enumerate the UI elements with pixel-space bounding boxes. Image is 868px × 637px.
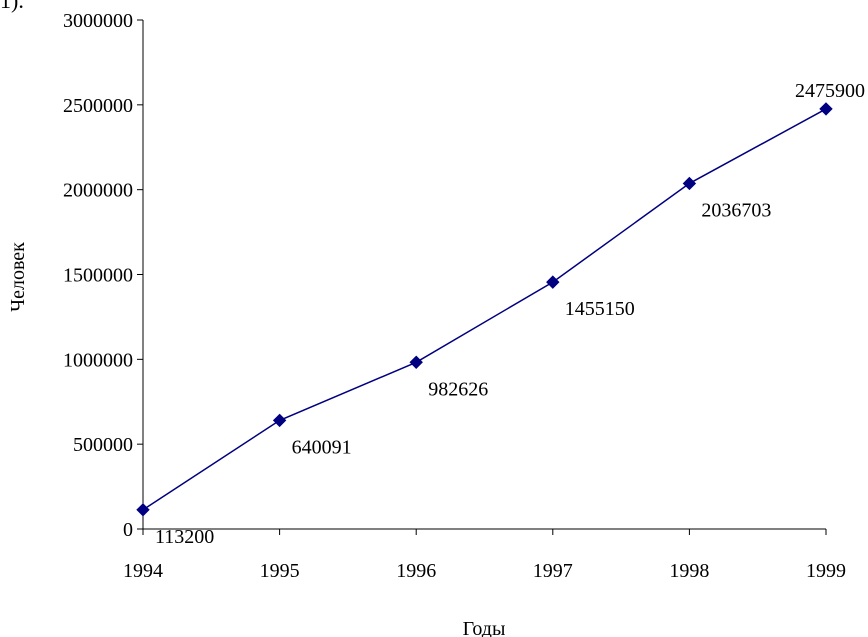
y-tick-label: 2000000: [63, 180, 133, 202]
data-label: 2475900: [795, 80, 865, 102]
x-tick-label: 1994: [123, 560, 163, 582]
data-label: 2036703: [701, 199, 771, 221]
x-tick-label: 1997: [533, 560, 573, 582]
data-point-marker: [272, 413, 287, 428]
series-line: [142, 108, 827, 511]
y-tick-label: 1000000: [63, 349, 133, 371]
y-axis-ticks: 0 500000 1000000 1500000 2000000 2500000 30000…: [63, 10, 143, 541]
y-tick-label: 500000: [73, 434, 133, 456]
data-point-marker: [819, 102, 833, 116]
x-tick-label: 1995: [260, 560, 300, 582]
data-labels-group: 113200 640091 982626 1455150 2036703 2475900: [155, 80, 865, 548]
data-point-marker: [682, 176, 697, 191]
data-point-marker: [409, 355, 423, 369]
y-tick-label: 0: [123, 519, 133, 541]
data-point-marker: [136, 503, 150, 517]
data-label: 1455150: [565, 298, 635, 320]
y-tick-label: 1500000: [63, 265, 133, 287]
data-label: 113200: [155, 526, 214, 548]
y-tick-label: 2500000: [63, 95, 133, 117]
data-label: 982626: [428, 378, 488, 400]
y-tick-label: 3000000: [63, 10, 133, 32]
chart-axes: [142, 20, 826, 530]
x-tick-label: 1999: [806, 560, 846, 582]
x-tick-label: 1998: [669, 560, 709, 582]
series-group: [136, 102, 833, 517]
top-left-text-fragment: 1).: [0, 0, 24, 13]
data-label: 640091: [292, 436, 352, 458]
x-tick-label: 1996: [396, 560, 436, 582]
data-point-marker: [546, 275, 560, 289]
x-axis-ticks: 1994 1995 1996 1997 1998 1999: [123, 529, 846, 582]
x-axis-title: Годы: [463, 618, 506, 637]
y-axis-title: Человек: [7, 242, 29, 312]
